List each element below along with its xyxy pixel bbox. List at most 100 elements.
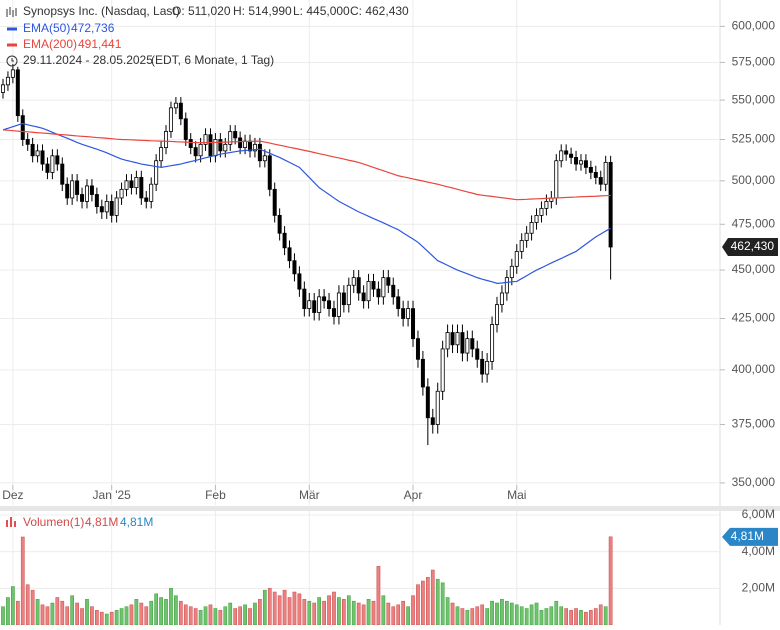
candle-body xyxy=(391,284,396,298)
volume-bar xyxy=(11,586,15,626)
candle-body xyxy=(292,260,297,275)
candle-body xyxy=(297,273,302,290)
volume-bar xyxy=(80,608,84,626)
volume-bar xyxy=(50,602,55,626)
candle-body xyxy=(0,84,6,93)
candle-body xyxy=(149,183,154,202)
volume-bar xyxy=(351,600,356,626)
candle-body xyxy=(188,139,193,149)
volume-bar xyxy=(30,589,35,626)
candle-body xyxy=(603,161,608,185)
volume-bar xyxy=(514,604,519,626)
last-price-box xyxy=(722,237,778,256)
candle-body xyxy=(272,188,277,216)
volume-bar xyxy=(421,580,425,626)
candle-body xyxy=(267,155,272,190)
y-tick-label: 525,000 xyxy=(732,132,776,146)
volume-bar xyxy=(490,600,494,626)
volume-bar xyxy=(386,602,391,626)
last-volume-box xyxy=(722,527,778,546)
volume-bar xyxy=(445,597,450,626)
candle-body xyxy=(302,288,307,309)
candle-body xyxy=(233,131,238,139)
y-tick-label: 400,000 xyxy=(732,362,776,376)
candle-body xyxy=(257,143,262,162)
volume-bar xyxy=(564,608,569,626)
candle-body xyxy=(307,300,312,309)
candle-body xyxy=(327,300,332,309)
candle-body xyxy=(114,197,119,216)
volume-bar xyxy=(154,593,158,626)
volume-bar xyxy=(460,608,465,626)
volume-bar xyxy=(579,610,583,626)
candle-body xyxy=(218,139,223,152)
volume-bar xyxy=(317,597,322,626)
clock-hands xyxy=(11,58,14,62)
candle-body xyxy=(331,308,336,317)
period: (EDT, 6 Monate, 1 Tag) xyxy=(151,53,274,67)
candle-body xyxy=(485,361,490,375)
volume-bar xyxy=(198,610,203,626)
volume-bar xyxy=(396,604,401,626)
candle-body xyxy=(578,160,583,165)
volume-bar xyxy=(435,578,440,626)
candle-body xyxy=(425,386,430,419)
volume-bar xyxy=(430,569,435,626)
candle-body xyxy=(470,338,475,350)
candle-body xyxy=(164,131,169,149)
volume-bar xyxy=(70,595,75,626)
volume-bar xyxy=(505,600,509,626)
candle-body xyxy=(203,134,208,145)
candle-body xyxy=(154,160,159,185)
ohlc-high: H: 514,990 xyxy=(233,4,292,18)
candle-body xyxy=(60,163,65,185)
volume-bar xyxy=(534,602,539,626)
candle-body xyxy=(415,338,420,360)
candle-body xyxy=(435,390,440,425)
candle-body xyxy=(539,207,544,216)
volume-bar xyxy=(45,606,50,626)
x-tick-label: Mai xyxy=(507,488,526,502)
legend-value: 491,441 xyxy=(78,37,122,51)
volume-bar xyxy=(65,606,70,626)
candle-body xyxy=(30,143,35,157)
volume-bar xyxy=(589,610,593,626)
volume-bar xyxy=(159,597,163,626)
candle-body xyxy=(386,277,391,286)
candle-body xyxy=(336,292,341,317)
volume-bar xyxy=(366,599,371,626)
y-tick-label: 375,000 xyxy=(732,417,776,431)
volume-bar xyxy=(342,599,346,626)
volume-bar xyxy=(75,602,79,626)
volume-bar xyxy=(144,606,149,626)
volume-bar xyxy=(282,589,287,626)
candle-body xyxy=(139,177,144,199)
title: Synopsys Inc. (Nasdaq, Last) xyxy=(23,4,180,18)
volume-bar xyxy=(149,600,154,626)
candle-body xyxy=(371,281,376,290)
volume-bar xyxy=(569,610,573,626)
candle-body xyxy=(168,107,173,132)
candle-body xyxy=(70,180,75,199)
candle-body xyxy=(529,222,534,234)
candle-body xyxy=(40,150,45,165)
candle-body xyxy=(494,304,499,325)
candle-body xyxy=(45,163,50,173)
candle-body xyxy=(420,358,425,388)
volume-bar xyxy=(529,604,534,626)
x-tick-label: Feb xyxy=(205,488,226,502)
candle-body xyxy=(50,155,55,173)
candle-body xyxy=(198,143,203,157)
volume-bar xyxy=(223,606,228,626)
volume-bar xyxy=(139,602,144,626)
candle-body xyxy=(480,358,485,375)
candle-body xyxy=(554,160,559,199)
volume-bar xyxy=(119,608,124,626)
candle-body xyxy=(75,180,80,195)
chart-icon xyxy=(6,7,17,17)
volume-bar xyxy=(40,604,45,626)
candle-body xyxy=(80,194,85,202)
y-tick-label: 425,000 xyxy=(732,311,776,325)
volume-bar xyxy=(218,610,223,626)
candle-body xyxy=(238,137,243,149)
